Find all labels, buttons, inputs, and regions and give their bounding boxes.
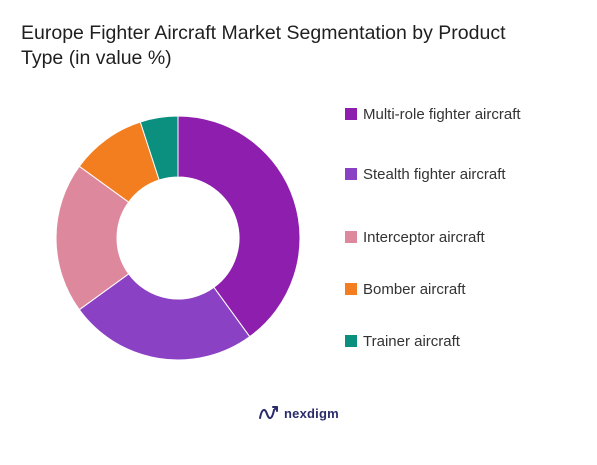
- brand-name: nexdigm: [284, 405, 339, 421]
- legend-label-multi-role: Multi-role fighter aircraft: [363, 105, 521, 123]
- nexdigm-logo-icon: [259, 406, 278, 420]
- legend-swatch-interceptor: [345, 231, 357, 243]
- chart-title: Europe Fighter Aircraft Market Segmentat…: [21, 22, 506, 69]
- legend-item-interceptor: Interceptor aircraft: [345, 227, 485, 247]
- legend-item-bomber: Bomber aircraft: [345, 279, 466, 299]
- donut-slice-multi-role: [177, 115, 301, 338]
- donut-slice-trainer: [139, 115, 179, 181]
- legend-label-bomber: Bomber aircraft: [363, 280, 466, 298]
- legend-label-trainer: Trainer aircraft: [363, 332, 460, 350]
- legend-item-trainer: Trainer aircraft: [345, 331, 460, 351]
- legend-label-interceptor: Interceptor aircraft: [363, 228, 485, 246]
- legend-item-stealth: Stealth fighter aircraft: [345, 164, 506, 184]
- legend-swatch-trainer: [345, 335, 357, 347]
- brand-logo: nexdigm: [258, 402, 339, 424]
- legend-item-multi-role: Multi-role fighter aircraft: [345, 104, 521, 124]
- legend-swatch-multi-role: [345, 108, 357, 120]
- donut-slice-interceptor: [55, 165, 130, 311]
- legend-swatch-bomber: [345, 283, 357, 295]
- legend-swatch-stealth: [345, 168, 357, 180]
- donut-slices: [55, 115, 301, 361]
- legend-label-stealth: Stealth fighter aircraft: [363, 165, 506, 183]
- donut-slice-stealth: [78, 273, 251, 361]
